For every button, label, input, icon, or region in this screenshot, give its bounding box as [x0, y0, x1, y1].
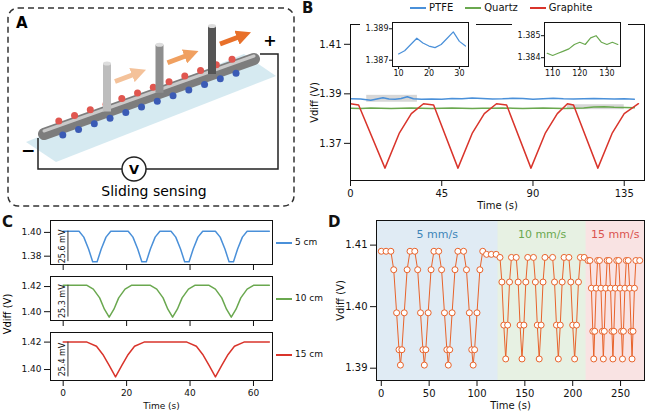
html-text:B: B	[302, 0, 314, 17]
svg-text:25.3 mV: 25.3 mV	[58, 284, 67, 318]
svg-text:250: 250	[611, 388, 630, 399]
svg-text:100: 100	[467, 388, 486, 399]
html-text:D: D	[328, 213, 341, 231]
svg-text:5 mm/s: 5 mm/s	[417, 228, 459, 241]
svg-text:1.41: 1.41	[319, 39, 341, 50]
svg-text:150: 150	[515, 388, 534, 399]
svg-text:−: −	[21, 140, 35, 160]
svg-text:45: 45	[435, 188, 448, 199]
svg-text:1.385: 1.385	[518, 31, 541, 40]
svg-text:Sliding sensing: Sliding sensing	[101, 183, 206, 199]
svg-text:0: 0	[347, 188, 353, 199]
svg-text:0: 0	[378, 388, 384, 399]
svg-text:130: 130	[599, 69, 614, 78]
svg-text:1.42: 1.42	[21, 337, 41, 347]
svg-text:Time (s): Time (s)	[476, 200, 518, 211]
svg-text:10 mm/s: 10 mm/s	[518, 228, 567, 241]
svg-text:110: 110	[545, 69, 560, 78]
svg-text:1.39: 1.39	[345, 362, 367, 373]
svg-text:20: 20	[424, 69, 434, 78]
html-text:C: C	[2, 213, 13, 231]
svg-text:120: 120	[572, 69, 587, 78]
html-text:10 cm: 10 cm	[295, 293, 323, 303]
html-text:5 cm: 5 cm	[295, 237, 318, 247]
svg-text:1.40: 1.40	[345, 301, 367, 312]
svg-text:1.384: 1.384	[518, 53, 541, 62]
svg-text:1.39: 1.39	[319, 88, 341, 99]
svg-text:10: 10	[393, 69, 403, 78]
svg-text:1.387: 1.387	[366, 56, 389, 65]
svg-text:A: A	[16, 14, 28, 32]
svg-text:1.37: 1.37	[319, 138, 341, 149]
svg-text:30: 30	[454, 69, 464, 78]
svg-text:20: 20	[121, 388, 133, 398]
svg-text:1.40: 1.40	[21, 307, 41, 317]
svg-text:60: 60	[248, 388, 260, 398]
html-text:PTFE: PTFE	[429, 2, 454, 13]
svg-text:1.42: 1.42	[21, 281, 41, 291]
svg-text:15 mm/s: 15 mm/s	[591, 228, 640, 241]
svg-text:25.4 mV: 25.4 mV	[58, 342, 67, 376]
svg-text:90: 90	[527, 188, 540, 199]
svg-text:135: 135	[615, 188, 634, 199]
html-text:15 cm: 15 cm	[295, 349, 323, 359]
html-text:Graphite: Graphite	[548, 2, 593, 13]
svg-text:1.38: 1.38	[21, 251, 41, 261]
svg-text:Time (s): Time (s)	[489, 400, 531, 411]
svg-text:1.41: 1.41	[345, 239, 367, 250]
svg-text:Time (s): Time (s)	[142, 401, 180, 411]
svg-text:200: 200	[563, 388, 582, 399]
svg-text:Vdiff (V): Vdiff (V)	[309, 82, 320, 123]
svg-text:V: V	[129, 162, 139, 177]
svg-text:1.389: 1.389	[366, 24, 389, 33]
svg-text:0: 0	[60, 388, 66, 398]
svg-text:1.40: 1.40	[21, 364, 41, 374]
svg-text:+: +	[263, 31, 276, 50]
html-text:Quartz: Quartz	[484, 2, 518, 13]
svg-text:25.6 mV: 25.6 mV	[58, 229, 67, 263]
svg-text:Vdiff (V): Vdiff (V)	[2, 294, 13, 335]
svg-text:50: 50	[423, 388, 436, 399]
svg-text:Vdiff (V): Vdiff (V)	[335, 280, 346, 321]
svg-text:40: 40	[184, 388, 196, 398]
svg-text:1.40: 1.40	[21, 227, 41, 237]
